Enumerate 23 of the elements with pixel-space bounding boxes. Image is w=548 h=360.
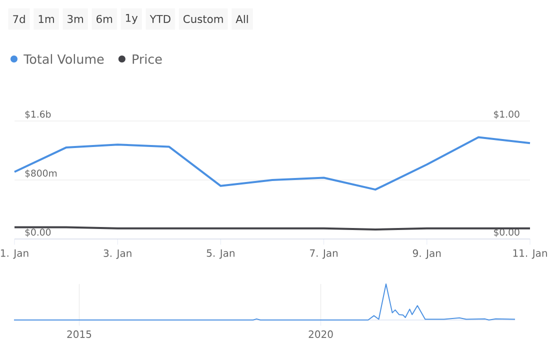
y-tick-label: $800m [25,169,57,178]
text: 1y [126,14,138,24]
x-tick-label: 2020 [308,330,333,338]
x-tick-label: 3. Jan [104,249,132,259]
legend-label: Price [132,54,162,64]
text: All [236,14,248,24]
y2-tick-label: $1.00 [494,110,520,119]
x-tick-label: 11. Jan [513,249,547,259]
y-tick-label: $0.00 [25,228,51,237]
text: Custom [184,14,223,24]
text: YTD [150,15,170,23]
x-tick-label: 2015 [67,330,92,338]
text: 7d [13,14,25,24]
text: 3m [68,14,83,24]
text: 1m [38,15,54,23]
x-tick-label: 1. Jan [1,249,28,259]
x-tick-label: 9. Jan [412,249,441,259]
y-tick-label: $1.6b [25,110,51,119]
text: 6m [96,14,112,24]
y2-tick-label: $0.00 [494,228,520,237]
x-tick-label: 5. Jan [206,249,234,259]
legend-label: Total Volume [24,54,104,64]
x-tick-label: 7. Jan [310,249,338,259]
